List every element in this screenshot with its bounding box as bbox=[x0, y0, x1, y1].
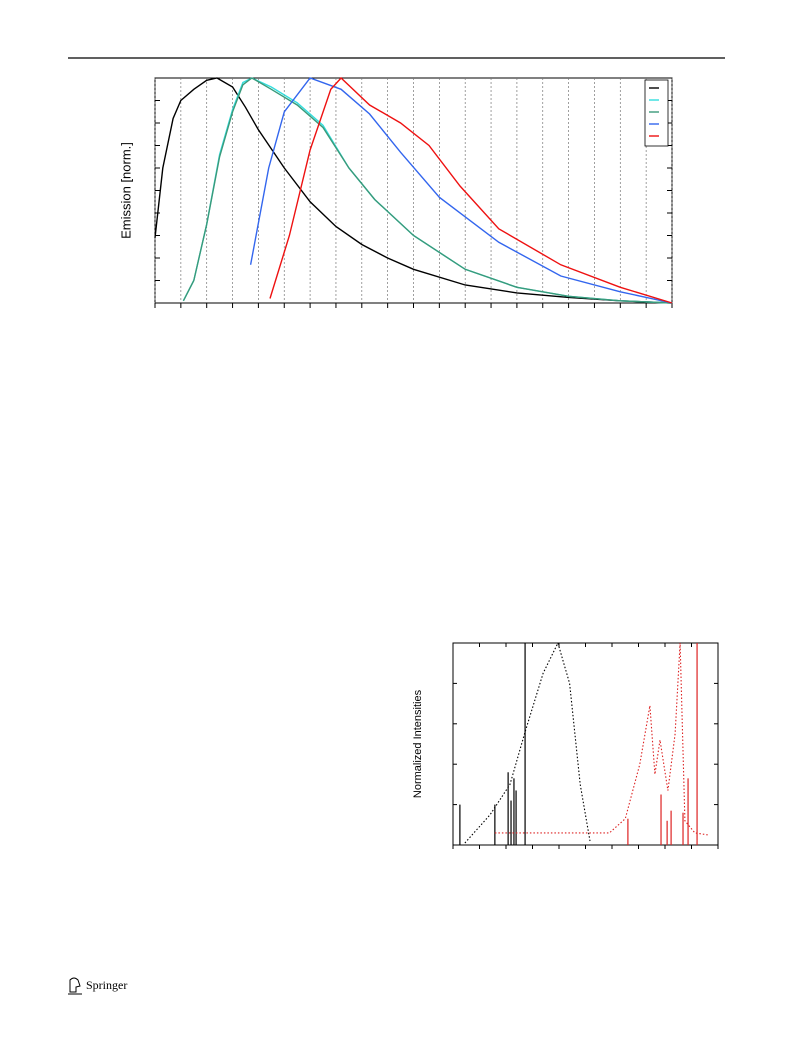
y-axis-label: Normalized Intensities bbox=[412, 689, 424, 798]
data-line bbox=[249, 77, 673, 304]
data-line bbox=[269, 77, 673, 304]
data-line bbox=[182, 77, 673, 304]
springer-logo bbox=[68, 977, 82, 995]
data-line bbox=[154, 77, 673, 304]
data-line bbox=[182, 77, 673, 304]
legend-box bbox=[644, 79, 669, 147]
data-line bbox=[464, 641, 591, 844]
data-line bbox=[494, 642, 708, 836]
publisher: Springer bbox=[86, 978, 127, 992]
y-axis-label: Emission [norm.] bbox=[118, 142, 133, 239]
plot-frame bbox=[452, 642, 719, 846]
